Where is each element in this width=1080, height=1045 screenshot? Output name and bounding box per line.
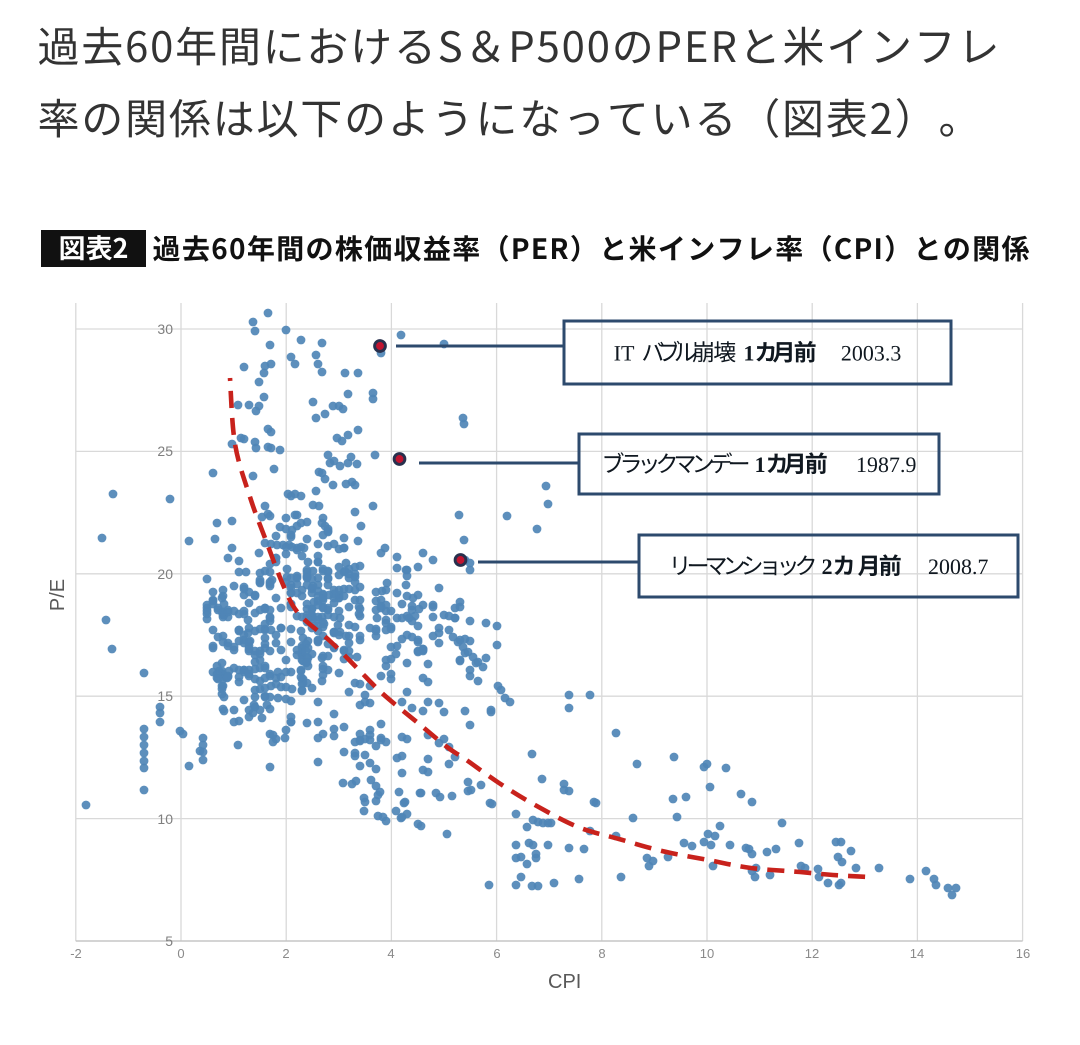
svg-text:6: 6: [493, 946, 500, 961]
svg-text:10: 10: [157, 811, 173, 827]
svg-text:4: 4: [387, 946, 394, 961]
svg-text:10: 10: [700, 946, 714, 961]
svg-text:30: 30: [157, 321, 173, 337]
svg-text:0: 0: [177, 946, 184, 961]
svg-text:20: 20: [157, 566, 173, 582]
svg-text:14: 14: [910, 946, 924, 961]
svg-text:2: 2: [282, 946, 289, 961]
svg-text:16: 16: [1016, 946, 1030, 961]
svg-text:P/E: P/E: [47, 579, 69, 611]
svg-text:25: 25: [157, 443, 173, 459]
svg-text:-2: -2: [70, 946, 82, 961]
svg-text:5: 5: [165, 933, 173, 949]
svg-text:15: 15: [157, 688, 173, 704]
svg-text:12: 12: [805, 946, 819, 961]
svg-text:8: 8: [598, 946, 605, 961]
svg-text:CPI: CPI: [548, 971, 581, 993]
